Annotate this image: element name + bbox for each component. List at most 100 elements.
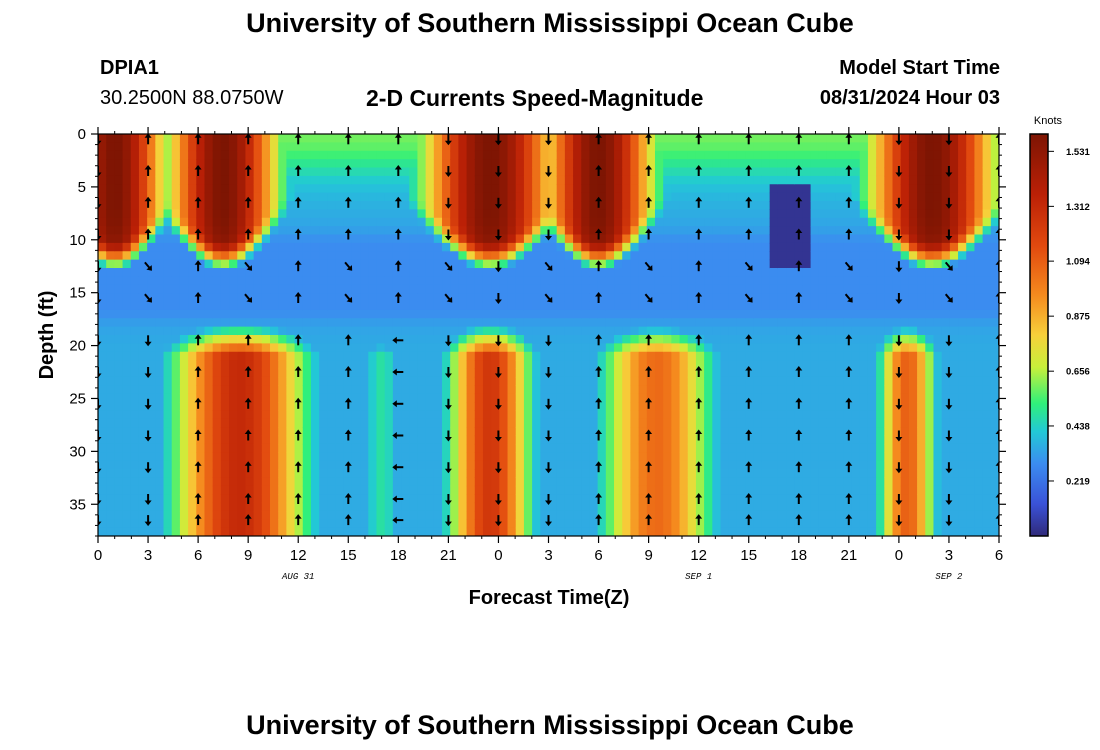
heatmap-cell (286, 477, 296, 487)
heatmap-cell (548, 360, 558, 370)
heatmap-cell (122, 242, 132, 252)
heatmap-cell (302, 519, 312, 529)
heatmap-cell (335, 368, 345, 378)
heatmap-cell (220, 418, 230, 428)
heatmap-cell (826, 192, 836, 202)
heatmap-cell (835, 410, 844, 420)
heatmap-cell (540, 226, 550, 236)
heatmap-cell (646, 242, 656, 252)
heatmap-cell (802, 494, 812, 504)
heatmap-cell (351, 226, 361, 236)
heatmap-cell (138, 201, 148, 210)
heatmap-cell (843, 301, 853, 311)
heatmap-cell (704, 234, 713, 244)
heatmap-cell (720, 242, 730, 252)
heatmap-cell (474, 242, 484, 252)
heatmap-cell (884, 343, 894, 353)
heatmap-cell (917, 402, 926, 411)
heatmap-cell (384, 259, 394, 269)
heatmap-cell (253, 510, 263, 520)
heatmap-cell (212, 418, 222, 428)
heatmap-cell (925, 184, 935, 194)
heatmap-cell (786, 234, 795, 244)
heatmap-cell (704, 159, 713, 169)
heatmap-cell (900, 485, 910, 495)
heatmap-cell (605, 376, 615, 386)
heatmap-cell (515, 460, 525, 470)
heatmap-cell (401, 209, 410, 219)
heatmap-cell (138, 427, 148, 437)
heatmap-cell (351, 360, 361, 370)
heatmap-cell (466, 385, 476, 395)
heatmap-cell (409, 293, 419, 303)
heatmap-cell (786, 452, 795, 462)
heatmap-cell (540, 167, 550, 177)
heatmap-cell (442, 326, 451, 336)
heatmap-cell (687, 502, 697, 512)
heatmap-cell (106, 418, 115, 428)
heatmap-cell (581, 435, 591, 445)
heatmap-cell (138, 192, 148, 202)
heatmap-cell (695, 351, 705, 361)
heatmap-cell (98, 217, 107, 227)
heatmap-cell (360, 284, 369, 294)
heatmap-cell (401, 460, 410, 470)
heatmap-cell (163, 335, 173, 344)
heatmap-cell (261, 427, 271, 437)
heatmap-cell (769, 351, 779, 361)
heatmap-cell (777, 226, 787, 236)
heatmap-cell (507, 159, 517, 169)
heatmap-cell (384, 368, 394, 378)
heatmap-cell (417, 192, 427, 202)
heatmap-cell (433, 452, 443, 462)
heatmap-cell (360, 469, 369, 478)
heatmap-cell (917, 242, 926, 252)
heatmap-cell (286, 418, 296, 428)
heatmap-cell (876, 276, 885, 286)
heatmap-cell (384, 142, 394, 152)
heatmap-cell (147, 276, 156, 286)
heatmap-cell (663, 192, 672, 202)
heatmap-cell (843, 368, 853, 378)
heatmap-cell (573, 351, 582, 361)
heatmap-cell (892, 159, 902, 169)
heatmap-cell (786, 519, 795, 529)
heatmap-cell (769, 217, 779, 227)
heatmap-cell (532, 209, 541, 219)
heatmap-cell (220, 510, 230, 520)
heatmap-cell (663, 494, 672, 504)
heatmap-cell (622, 259, 632, 269)
heatmap-cell (835, 368, 844, 378)
heatmap-cell (401, 159, 410, 169)
heatmap-cell (171, 393, 181, 403)
heatmap-cell (818, 351, 828, 361)
heatmap-cell (908, 201, 918, 210)
heatmap-cell (851, 167, 861, 177)
heatmap-cell (327, 460, 337, 470)
heatmap-cell (417, 284, 427, 294)
heatmap-cell (270, 510, 279, 520)
heatmap-cell (368, 510, 378, 520)
heatmap-cell (327, 284, 337, 294)
heatmap-cell (310, 460, 320, 470)
heatmap-cell (876, 335, 885, 344)
heatmap-cell (687, 142, 697, 152)
heatmap-cell (556, 435, 566, 445)
heatmap-cell (867, 435, 877, 445)
heatmap-cell (630, 309, 640, 319)
heatmap-cell (695, 410, 705, 420)
heatmap-cell (786, 393, 795, 403)
heatmap-cell (777, 418, 787, 428)
heatmap-cell (777, 410, 787, 420)
heatmap-cell (310, 519, 320, 529)
heatmap-cell (220, 402, 230, 411)
heatmap-cell (196, 175, 206, 185)
heatmap-cell (212, 159, 222, 169)
heatmap-cell (745, 209, 754, 219)
heatmap-cell (310, 251, 320, 261)
heatmap-cell (491, 326, 500, 336)
heatmap-cell (712, 443, 722, 453)
heatmap-cell (212, 368, 222, 378)
heatmap-cell (630, 268, 640, 277)
heatmap-cell (196, 268, 206, 277)
